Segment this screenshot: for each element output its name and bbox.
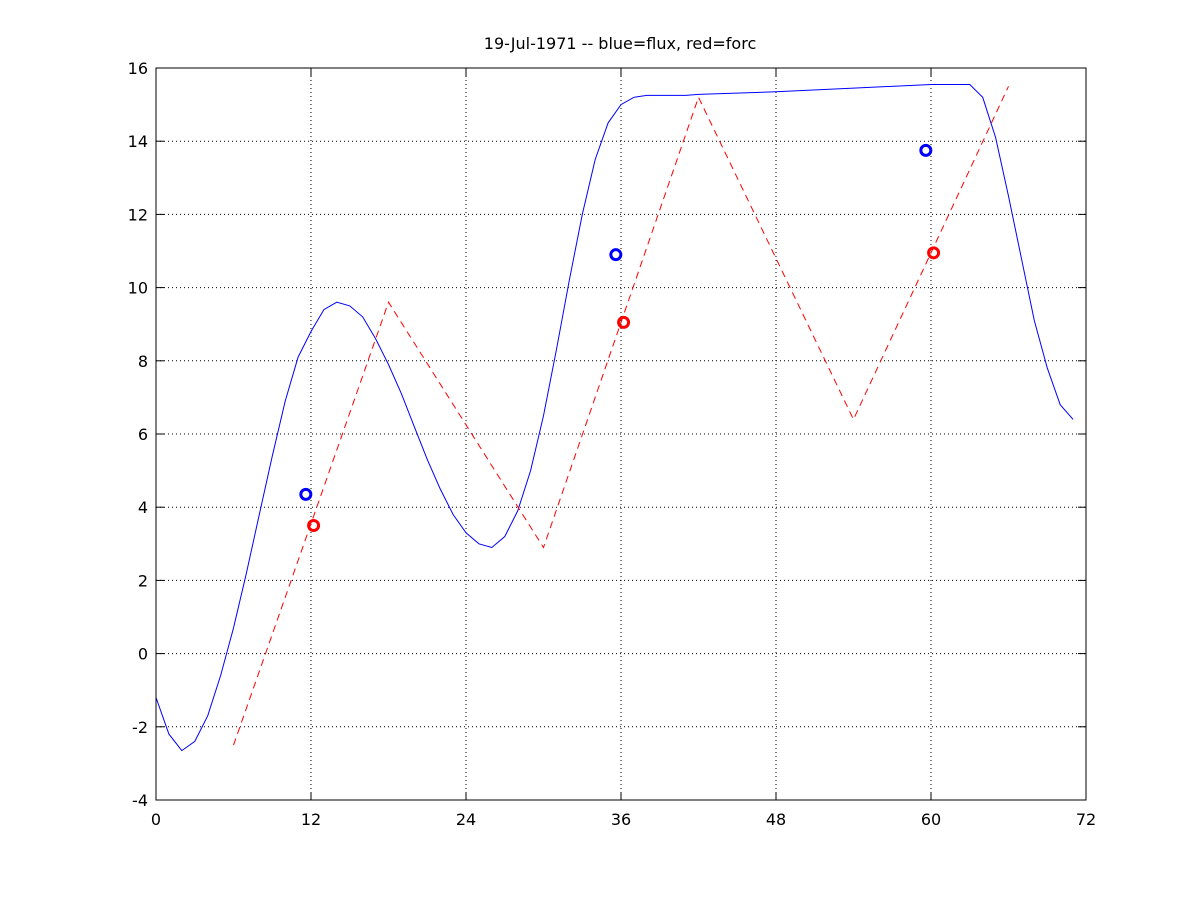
flux-marker: [299, 487, 313, 501]
x-tick-label: 24: [456, 810, 476, 829]
forc-marker: [927, 246, 941, 260]
grid: [156, 68, 1086, 800]
y-tick-label: -4: [132, 791, 148, 810]
y-tick-label: -2: [132, 718, 148, 737]
y-tick-label: 10: [128, 279, 148, 298]
flux-series-line: [155, 84, 1074, 752]
y-tick-label: 2: [138, 571, 148, 590]
marker-layer: [299, 143, 941, 532]
x-tick-label: 72: [1076, 810, 1096, 829]
x-tick-label: 36: [611, 810, 631, 829]
x-tick-label: 0: [151, 810, 161, 829]
y-tick-label: 12: [128, 205, 148, 224]
forc-marker: [617, 315, 631, 329]
y-tick-label: 4: [138, 498, 148, 517]
y-tick-label: 0: [138, 645, 148, 664]
forc-series-line: [233, 86, 1009, 746]
chart-title: 19-Jul-1971 -- blue=flux, red=forc: [484, 34, 756, 53]
x-tick-label: 60: [921, 810, 941, 829]
flux-marker: [919, 143, 933, 157]
y-tick-label: 8: [138, 352, 148, 371]
y-tick-label: 16: [128, 59, 148, 78]
flux-marker: [609, 248, 623, 262]
x-tick-label: 48: [766, 810, 786, 829]
y-tick-label: 14: [128, 132, 148, 151]
y-tick-label: 6: [138, 425, 148, 444]
forc-marker: [307, 519, 321, 532]
x-tick-label: 12: [301, 810, 321, 829]
series-layer: [155, 84, 1074, 752]
